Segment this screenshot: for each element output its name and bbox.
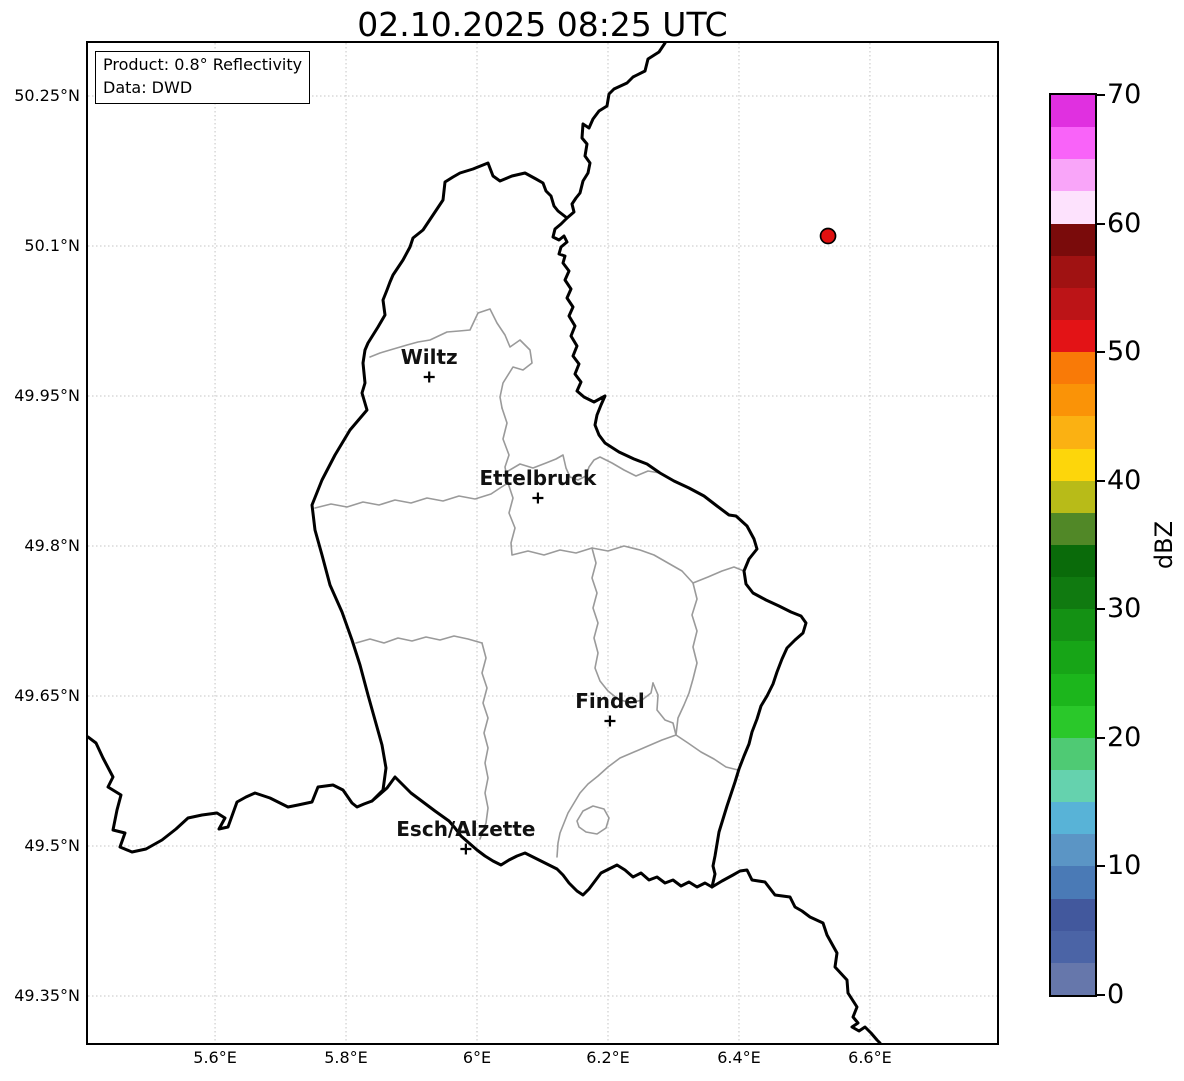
y-tick-label: 50.1°N bbox=[24, 236, 80, 255]
canton-borders bbox=[314, 308, 745, 858]
colorbar-tick bbox=[1097, 479, 1105, 482]
colorbar-segment bbox=[1051, 577, 1095, 610]
colorbar-tick-label: 40 bbox=[1107, 464, 1142, 496]
canton-boundary bbox=[507, 454, 661, 481]
colorbar-segment bbox=[1051, 512, 1095, 545]
y-tick-label: 49.65°N bbox=[14, 686, 80, 705]
product-line: Product: 0.8° Reflectivity bbox=[103, 55, 303, 74]
colorbar-segment bbox=[1051, 255, 1095, 288]
canton-boundary bbox=[355, 635, 483, 644]
canton-boundary bbox=[591, 547, 654, 704]
map-plot-area: Wiltz Ettelbruck Findel Esch/Alzette bbox=[88, 43, 997, 1043]
city-plus-marker bbox=[460, 843, 472, 855]
product-annotation-box: Product: 0.8° Reflectivity Data: DWD bbox=[95, 51, 311, 105]
x-tick-label: 6.6°E bbox=[848, 1048, 892, 1067]
radar-site-dot bbox=[819, 227, 837, 245]
colorbar-segment bbox=[1051, 384, 1095, 417]
colorbar-segment bbox=[1051, 223, 1095, 256]
colorbar-segment bbox=[1051, 802, 1095, 835]
colorbar-segment bbox=[1051, 930, 1095, 963]
colorbar-tick-label: 10 bbox=[1107, 850, 1142, 882]
x-tick-label: 6.2°E bbox=[586, 1048, 630, 1067]
colorbar-segment bbox=[1051, 320, 1095, 353]
france-belgium-border bbox=[88, 735, 374, 854]
canton-boundary bbox=[675, 582, 698, 736]
colorbar-segment bbox=[1051, 287, 1095, 320]
france-germany-border bbox=[710, 868, 882, 1043]
colorbar-tick-label: 70 bbox=[1107, 79, 1142, 110]
colorbar-tick bbox=[1097, 351, 1105, 354]
colorbar-segment bbox=[1051, 159, 1095, 192]
y-tick-label: 49.35°N bbox=[14, 986, 80, 1005]
colorbar-segment bbox=[1051, 898, 1095, 931]
y-tick-label: 49.5°N bbox=[24, 836, 80, 855]
colorbar-unit-label: dBZ bbox=[1150, 520, 1178, 570]
colorbar-segment bbox=[1051, 834, 1095, 867]
colorbar-segment bbox=[1051, 416, 1095, 449]
canton-boundary bbox=[576, 805, 610, 835]
city-label: Esch/Alzette bbox=[396, 817, 535, 841]
colorbar-segment bbox=[1051, 641, 1095, 674]
page-title: 02.10.2025 08:25 UTC bbox=[357, 5, 728, 44]
y-tick-label: 50.25°N bbox=[14, 86, 80, 105]
canton-boundary bbox=[501, 407, 510, 484]
colorbar-segment bbox=[1051, 737, 1095, 770]
colorbar-tick bbox=[1097, 865, 1105, 868]
canton-boundary bbox=[479, 642, 489, 840]
colorbar-tick-label: 20 bbox=[1107, 721, 1142, 753]
colorbar-tick bbox=[1097, 94, 1105, 96]
luxembourg-border bbox=[310, 161, 808, 897]
y-tick-label: 49.8°N bbox=[24, 536, 80, 555]
colorbar-tick bbox=[1097, 994, 1105, 996]
colorbar-segment bbox=[1051, 127, 1095, 160]
colorbar-tick-label: 0 bbox=[1107, 979, 1125, 1010]
colorbar-segment bbox=[1051, 962, 1095, 995]
city-label: Wiltz bbox=[401, 345, 458, 369]
y-tick-label: 49.95°N bbox=[14, 386, 80, 405]
city-label: Findel bbox=[575, 689, 645, 713]
radar-site-marker bbox=[819, 227, 837, 245]
city-markers: Wiltz Ettelbruck Findel Esch/Alzette bbox=[396, 345, 645, 855]
colorbar-tick-label: 30 bbox=[1107, 593, 1142, 625]
colorbar-segment bbox=[1051, 352, 1095, 385]
canton-boundary bbox=[692, 566, 745, 584]
colorbar-segment bbox=[1051, 705, 1095, 738]
colorbar-segment bbox=[1051, 95, 1095, 128]
x-tick-label: 6.4°E bbox=[717, 1048, 761, 1067]
x-tick-label: 5.6°E bbox=[193, 1048, 237, 1067]
colorbar-tick bbox=[1097, 608, 1105, 611]
city-label: Ettelbruck bbox=[480, 466, 597, 490]
colorbar-segment bbox=[1051, 770, 1095, 803]
city-plus-marker bbox=[423, 371, 435, 383]
colorbar-segment bbox=[1051, 448, 1095, 481]
canton-boundary bbox=[314, 482, 509, 509]
colorbar-segment bbox=[1051, 673, 1095, 706]
data-source-line: Data: DWD bbox=[103, 77, 193, 97]
country-borders bbox=[88, 43, 882, 1043]
colorbar-segment bbox=[1051, 545, 1095, 578]
canton-boundary bbox=[369, 308, 533, 409]
x-tick-label: 6°E bbox=[462, 1048, 492, 1067]
colorbar-tick bbox=[1097, 222, 1105, 225]
x-tick-label: 5.8°E bbox=[324, 1048, 368, 1067]
colorbar-tick-label: 60 bbox=[1107, 207, 1142, 239]
belgium-germany-border bbox=[565, 43, 667, 220]
colorbar-segment bbox=[1051, 866, 1095, 899]
colorbar-segment bbox=[1051, 609, 1095, 642]
reflectivity-colorbar bbox=[1049, 93, 1097, 997]
city-plus-marker bbox=[532, 492, 544, 504]
lat-lon-gridlines bbox=[88, 43, 997, 1043]
colorbar-tick bbox=[1097, 736, 1105, 739]
canton-boundary bbox=[507, 482, 694, 584]
colorbar-segment bbox=[1051, 480, 1095, 513]
canton-boundary bbox=[556, 734, 677, 858]
city-plus-marker bbox=[604, 715, 616, 727]
colorbar-segment bbox=[1051, 191, 1095, 224]
colorbar-tick-label: 50 bbox=[1107, 336, 1142, 368]
